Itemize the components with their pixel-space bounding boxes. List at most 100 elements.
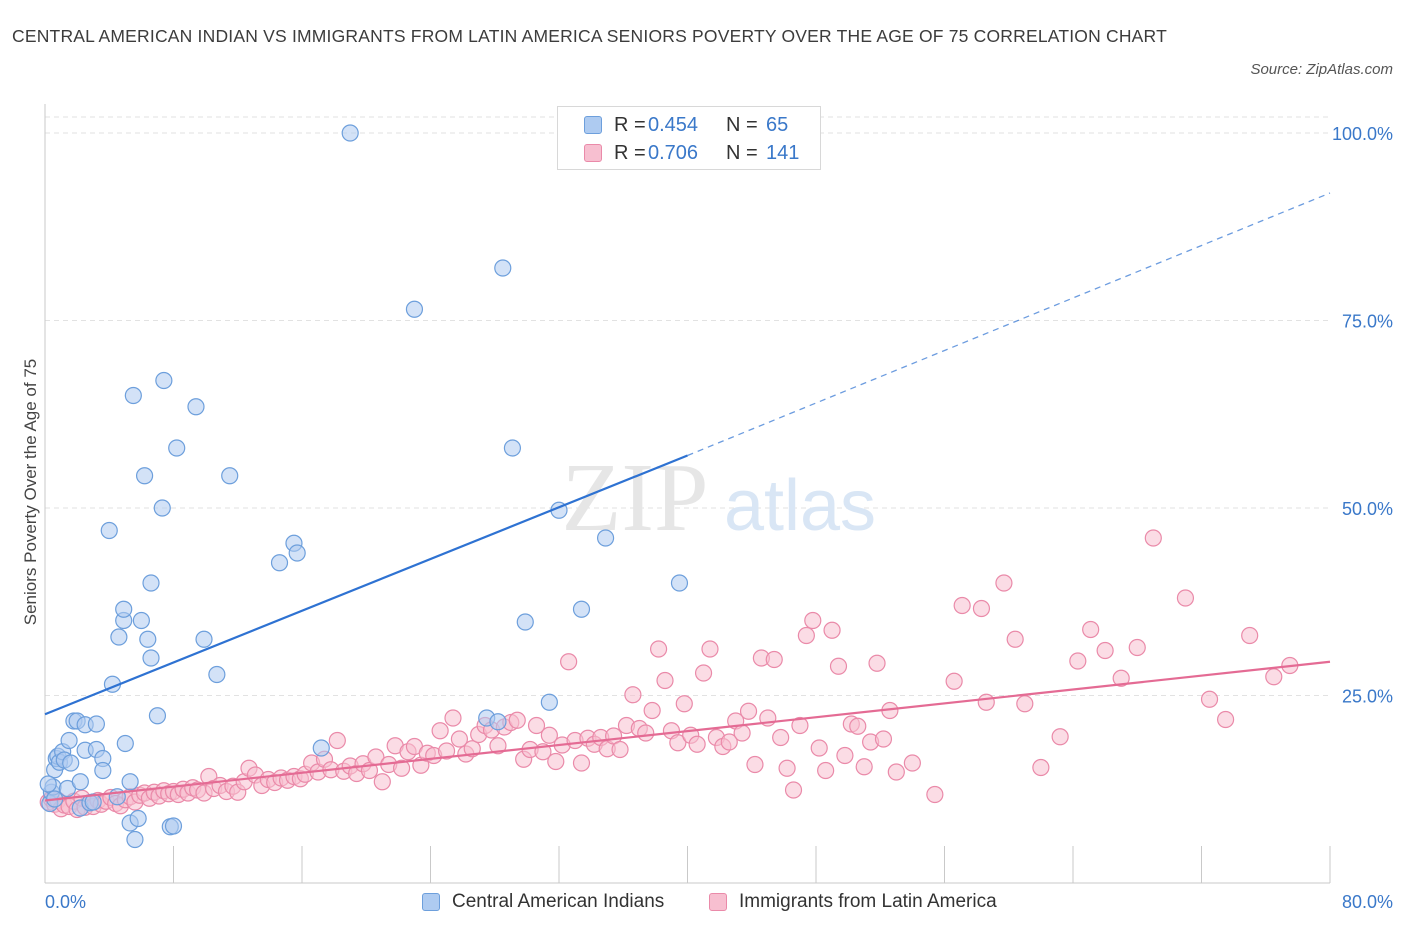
data-point bbox=[463, 740, 481, 758]
legend-label-central-american: Central American Indians bbox=[452, 891, 665, 912]
data-point bbox=[129, 809, 147, 828]
data-point bbox=[431, 722, 449, 740]
data-point bbox=[823, 621, 841, 639]
data-point bbox=[1144, 529, 1162, 547]
data-point bbox=[164, 817, 183, 835]
y-axis-label: Seniors Poverty Over the Age of 75 bbox=[21, 359, 40, 625]
data-point bbox=[508, 711, 526, 729]
data-point bbox=[624, 686, 642, 704]
data-point bbox=[405, 300, 424, 318]
data-point bbox=[784, 781, 803, 799]
data-point bbox=[187, 398, 205, 416]
grid-lines bbox=[45, 116, 1330, 696]
legend-r-label: R = bbox=[614, 113, 646, 136]
data-point bbox=[675, 695, 693, 713]
data-point bbox=[694, 664, 713, 682]
data-point bbox=[139, 630, 157, 648]
data-point bbox=[489, 737, 507, 755]
data-point bbox=[765, 650, 783, 669]
data-point bbox=[503, 439, 522, 457]
data-point bbox=[155, 371, 173, 390]
data-point bbox=[649, 640, 668, 658]
data-point bbox=[1216, 710, 1235, 729]
data-point bbox=[611, 740, 629, 759]
trend-line-immigrants bbox=[44, 660, 1331, 802]
data-point bbox=[328, 731, 346, 750]
watermark: ZIP atlas bbox=[562, 444, 877, 552]
data-point bbox=[1051, 728, 1069, 746]
data-point bbox=[772, 728, 790, 747]
data-point bbox=[444, 709, 462, 727]
data-point bbox=[903, 754, 921, 772]
data-point bbox=[1082, 620, 1100, 639]
y-tick-label: 100.0% bbox=[1332, 124, 1393, 144]
data-point bbox=[148, 707, 167, 725]
data-point bbox=[312, 739, 330, 757]
trend-line-central-american bbox=[44, 454, 688, 716]
legend-item-central-american[interactable]: Central American Indians bbox=[422, 889, 664, 915]
data-point bbox=[572, 754, 591, 772]
data-point bbox=[670, 574, 689, 592]
data-point bbox=[849, 717, 867, 735]
data-point bbox=[995, 574, 1013, 592]
data-point bbox=[132, 611, 150, 630]
data-point bbox=[341, 124, 359, 142]
data-point bbox=[733, 724, 751, 742]
watermark-atlas: atlas bbox=[724, 466, 876, 546]
data-point bbox=[637, 724, 655, 742]
data-point bbox=[270, 554, 289, 572]
x-tick-label: 0.0% bbox=[45, 892, 86, 912]
data-point bbox=[547, 752, 565, 771]
data-point bbox=[94, 761, 112, 780]
data-point bbox=[1200, 690, 1219, 708]
data-point bbox=[868, 654, 886, 672]
data-point bbox=[596, 529, 615, 547]
data-point bbox=[1096, 641, 1114, 660]
data-point bbox=[643, 701, 661, 720]
data-point bbox=[195, 630, 213, 648]
data-point bbox=[836, 746, 854, 765]
y-tick-label: 50.0% bbox=[1342, 499, 1393, 519]
data-point bbox=[208, 665, 226, 684]
data-point bbox=[720, 733, 738, 751]
data-point bbox=[778, 759, 796, 777]
data-point bbox=[39, 775, 57, 793]
legend-n-label: N = bbox=[726, 141, 758, 164]
y-tick-label: 75.0% bbox=[1342, 312, 1393, 332]
data-point bbox=[516, 613, 534, 631]
data-point bbox=[450, 730, 469, 748]
data-point bbox=[373, 773, 391, 791]
data-point bbox=[817, 761, 835, 780]
data-point bbox=[153, 499, 171, 517]
data-point bbox=[953, 596, 971, 615]
legend-n-value: 65 bbox=[766, 113, 789, 136]
series-central-american-points bbox=[39, 124, 689, 849]
data-point bbox=[540, 726, 558, 744]
trend-line-extension bbox=[687, 192, 1331, 457]
legend-swatch-pink bbox=[709, 893, 727, 911]
data-point bbox=[688, 735, 706, 753]
data-point bbox=[121, 773, 139, 791]
data-point bbox=[84, 793, 102, 811]
legend-swatch-pink bbox=[584, 144, 602, 162]
legend-r-value: 0.706 bbox=[648, 141, 699, 164]
data-point bbox=[977, 693, 995, 711]
data-point bbox=[142, 649, 160, 667]
legend-n-label: N = bbox=[726, 113, 758, 136]
legend-row-central-american: R = 0.454 N = 65 bbox=[584, 112, 788, 138]
data-point bbox=[527, 716, 546, 735]
data-point bbox=[1176, 589, 1195, 607]
y-tick-label: 25.0% bbox=[1342, 687, 1393, 707]
data-point bbox=[142, 574, 160, 592]
legend-item-immigrants[interactable]: Immigrants from Latin America bbox=[709, 889, 997, 915]
data-point bbox=[288, 544, 306, 562]
data-point bbox=[804, 611, 822, 630]
data-point bbox=[1112, 669, 1130, 687]
data-point bbox=[168, 439, 186, 457]
data-point bbox=[1032, 758, 1050, 777]
legend-r-label: R = bbox=[614, 141, 646, 164]
series-immigrants-points bbox=[39, 529, 1299, 819]
tick-labels: 25.0% 50.0% 75.0% 100.0% 0.0% 80.0% bbox=[45, 124, 1393, 912]
data-point bbox=[797, 626, 815, 645]
chart-title: CENTRAL AMERICAN INDIAN VS IMMIGRANTS FR… bbox=[12, 26, 1167, 46]
